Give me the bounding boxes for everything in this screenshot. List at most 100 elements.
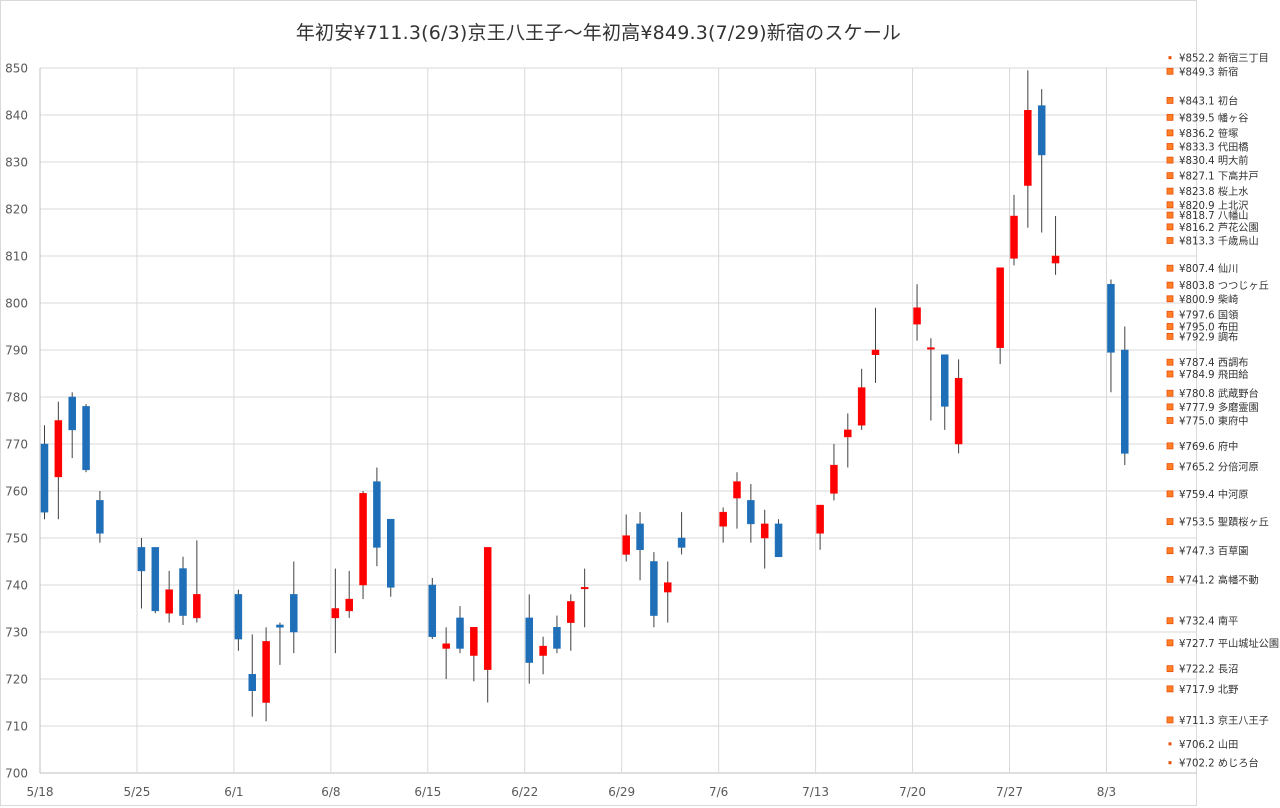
candle-down (137, 547, 146, 572)
station-label: ¥722.2 長沼 (1179, 663, 1238, 676)
station-marker (1168, 761, 1172, 765)
candle-up (331, 608, 340, 619)
candle-down (290, 594, 298, 633)
candle-up (664, 582, 672, 593)
station-marker (1166, 665, 1174, 673)
y-tick-label: 820 (5, 203, 28, 217)
x-tick-label: 6/29 (608, 785, 635, 799)
station-marker (1166, 403, 1174, 411)
candle-down (456, 617, 464, 649)
candle-down (96, 500, 104, 534)
station-marker (1166, 113, 1174, 121)
station-label: ¥816.2 芦花公園 (1179, 221, 1259, 234)
station-marker (1166, 237, 1174, 244)
x-tick-label: 7/6 (709, 785, 728, 799)
candle-up (193, 594, 201, 619)
candle-up (733, 481, 741, 499)
x-tick-label: 5/18 (27, 785, 54, 799)
y-tick-label: 780 (5, 391, 28, 405)
station-label: ¥717.9 北野 (1179, 684, 1238, 696)
station-label: ¥753.5 聖蹟桜ヶ丘 (1179, 516, 1269, 529)
station-marker (1166, 389, 1174, 397)
station-label: ¥784.9 飛田給 (1179, 368, 1249, 381)
candle-up (580, 587, 589, 590)
candle-up (345, 598, 353, 612)
station-label: ¥833.3 代田橋 (1179, 140, 1248, 153)
candle-up (844, 429, 852, 438)
candles (40, 70, 1129, 722)
station-marker (1166, 187, 1174, 195)
chart-frame (0, 0, 1197, 806)
station-marker (1166, 310, 1174, 318)
station-label: ¥849.3 新宿 (1179, 65, 1238, 78)
station-label: ¥820.9 上北沢 (1179, 199, 1248, 212)
candle-down (1121, 349, 1129, 454)
station-marker (1166, 211, 1174, 219)
station-label: ¥775.0 東府中 (1179, 415, 1248, 428)
station-marker (1166, 417, 1174, 424)
station-marker (1168, 742, 1172, 746)
station-label: ¥706.2 山田 (1179, 739, 1238, 751)
station-label: ¥797.6 国領 (1179, 308, 1238, 321)
candle-down (1037, 105, 1046, 156)
candle-up (539, 645, 547, 656)
candle-up (719, 511, 727, 527)
x-tick-label: 6/8 (321, 785, 340, 799)
y-axis-ticks: 700 710 720 730 740 750 760 770 780 790 800 810 820 8… (5, 62, 28, 781)
station-label: ¥813.3 千歳烏山 (1179, 234, 1259, 247)
candle-up (760, 523, 769, 539)
candle-down (1107, 283, 1115, 353)
station-marker (1166, 370, 1174, 378)
y-tick-label: 720 (5, 673, 28, 687)
station-label: ¥711.3 京王八王子 (1179, 714, 1269, 727)
station-marker (1166, 358, 1174, 366)
station-marker (1166, 323, 1174, 330)
y-tick-label: 850 (5, 62, 28, 76)
station-label: ¥732.4 南平 (1179, 615, 1238, 628)
candle-down (234, 594, 243, 640)
station-marker (1166, 281, 1174, 289)
candle-up (262, 641, 270, 703)
y-tick-label: 790 (5, 344, 28, 358)
station-label: ¥727.7 平山城址公園 (1179, 637, 1279, 650)
station-marker (1166, 67, 1174, 75)
station-label: ¥843.1 初台 (1179, 94, 1238, 107)
candle-up (871, 349, 880, 355)
candle-down (774, 523, 783, 558)
candle-down (248, 674, 256, 691)
station-label: ¥827.1 下高井戸 (1179, 170, 1259, 183)
x-tick-label: 7/13 (802, 785, 829, 799)
candle-up (165, 589, 173, 614)
station-marker (1166, 617, 1174, 625)
station-label: ¥830.4 明大前 (1179, 154, 1248, 167)
x-tick-label: 6/1 (224, 785, 243, 799)
station-marker (1166, 463, 1174, 470)
candle-down (151, 547, 160, 612)
station-marker (1166, 295, 1174, 303)
y-tick-label: 700 (5, 767, 28, 781)
candle-down (373, 481, 381, 548)
station-marker (1166, 172, 1174, 180)
station-marker (1168, 56, 1172, 60)
y-tick-label: 740 (5, 579, 28, 593)
candle-up (1010, 215, 1018, 259)
station-marker (1166, 332, 1174, 340)
candle-up (470, 627, 478, 656)
candle-down (387, 518, 395, 588)
y-tick-label: 830 (5, 156, 28, 170)
gridlines (39, 67, 1197, 774)
y-tick-label: 760 (5, 485, 28, 499)
station-label: ¥823.8 桜上水 (1179, 185, 1248, 198)
station-label: ¥852.2 新宿三丁目 (1179, 52, 1269, 65)
station-scale: ¥852.2 新宿三丁目¥849.3 新宿 ¥843.1 初台 ¥839.5 幡ヶ谷… (1166, 52, 1279, 770)
candle-down (650, 561, 658, 616)
station-marker (1166, 223, 1174, 231)
candle-up (567, 601, 575, 623)
station-label: ¥759.4 中河原 (1179, 488, 1248, 501)
station-marker (1166, 639, 1174, 647)
chart-title: 年初安¥711.3(6/3)京王八王子～年初高¥849.3(7/29)新宿のスケ… (295, 22, 902, 44)
candle-up (830, 464, 838, 494)
candle-down (179, 568, 187, 616)
station-label: ¥792.9 調布 (1179, 330, 1238, 343)
